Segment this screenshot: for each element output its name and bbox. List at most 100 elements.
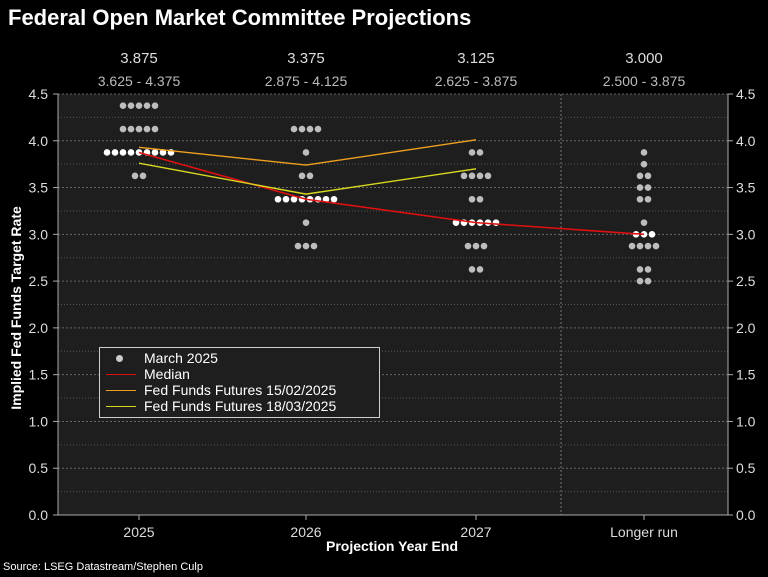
projection-dot bbox=[314, 125, 322, 133]
projection-dot bbox=[127, 125, 135, 133]
y-tick-label-right: 4.0 bbox=[736, 133, 756, 149]
projection-dot bbox=[636, 266, 644, 273]
x-axis-label: Projection Year End bbox=[325, 538, 458, 554]
y-tick-label-right: 3.0 bbox=[736, 226, 756, 242]
legend: March 2025 Median Fed Funds Futures 15/0… bbox=[99, 347, 380, 418]
projection-dot bbox=[131, 172, 139, 180]
projection-dot bbox=[298, 125, 306, 133]
projection-dot bbox=[640, 219, 648, 226]
projection-dot bbox=[644, 266, 652, 273]
projection-dot bbox=[472, 242, 480, 250]
projection-dot bbox=[290, 125, 298, 133]
x-tick-label: 2027 bbox=[460, 524, 491, 540]
projection-dot bbox=[135, 125, 143, 133]
projection-dot bbox=[636, 242, 644, 250]
y-tick-label-left: 0.5 bbox=[29, 460, 49, 476]
source-note: Source: LSEG Datastream/Stephen Culp bbox=[3, 561, 203, 573]
y-tick-label-left: 3.0 bbox=[29, 226, 49, 242]
projection-dot bbox=[644, 277, 652, 285]
projection-dot bbox=[119, 125, 127, 133]
projection-dot bbox=[464, 242, 472, 250]
legend-line-icon bbox=[106, 390, 136, 391]
projection-dot bbox=[452, 219, 460, 226]
projection-dot bbox=[648, 231, 656, 238]
x-tick-label: Longer run bbox=[610, 524, 678, 540]
y-tick-label-right: 2.0 bbox=[736, 320, 756, 336]
y-tick-label-left: 2.0 bbox=[29, 320, 49, 336]
projection-dot bbox=[298, 172, 306, 180]
x-tick-label: 2025 bbox=[123, 524, 154, 540]
projection-dot bbox=[103, 149, 111, 156]
projection-dot bbox=[111, 149, 119, 156]
projection-dot bbox=[640, 149, 648, 156]
y-tick-label-right: 1.0 bbox=[736, 413, 756, 429]
projection-dot bbox=[652, 242, 660, 250]
projection-dot bbox=[476, 266, 484, 273]
series-line-median bbox=[138, 151, 645, 236]
chart-title: Federal Open Market Committee Projection… bbox=[8, 5, 472, 30]
projection-dot bbox=[476, 172, 484, 180]
projection-dot bbox=[127, 102, 135, 109]
projection-dot bbox=[302, 219, 310, 226]
projection-dot bbox=[468, 266, 476, 273]
legend-item-futures-feb: Fed Funds Futures 15/02/2025 bbox=[100, 382, 379, 399]
projection-dot bbox=[330, 195, 338, 203]
y-tick-label-right: 1.5 bbox=[736, 367, 756, 383]
projection-dot bbox=[476, 149, 484, 156]
projection-dot bbox=[119, 149, 127, 156]
projection-dot bbox=[644, 172, 652, 180]
projection-dot bbox=[159, 149, 167, 156]
legend-label: Fed Funds Futures 18/03/2025 bbox=[144, 398, 337, 414]
median-value-label: 3.000 bbox=[625, 50, 663, 67]
projection-dot bbox=[484, 172, 492, 180]
projection-dot bbox=[151, 149, 159, 156]
projection-dot bbox=[468, 149, 476, 156]
series-line-futures-mar bbox=[138, 162, 477, 195]
projection-dot bbox=[119, 102, 127, 109]
projection-dot bbox=[151, 102, 159, 109]
projection-dot bbox=[644, 242, 652, 250]
y-tick-label-right: 0.5 bbox=[736, 460, 756, 476]
legend-label: March 2025 bbox=[144, 350, 218, 366]
projection-dot bbox=[640, 160, 648, 168]
legend-line-icon bbox=[106, 406, 136, 407]
median-value-label: 3.375 bbox=[287, 50, 325, 67]
projection-dot bbox=[282, 195, 290, 203]
y-tick-label-left: 2.5 bbox=[29, 273, 49, 289]
range-value-label: 2.625 - 3.875 bbox=[435, 73, 518, 89]
projection-dot bbox=[322, 195, 330, 203]
y-tick-label-right: 4.5 bbox=[736, 86, 756, 102]
y-tick-label-right: 0.0 bbox=[736, 507, 756, 523]
y-tick-label-left: 4.5 bbox=[29, 86, 49, 102]
projection-dot bbox=[151, 125, 159, 133]
projection-dot bbox=[135, 102, 143, 109]
projection-dot bbox=[302, 149, 310, 156]
median-value-label: 3.875 bbox=[120, 50, 158, 67]
legend-label: Fed Funds Futures 15/02/2025 bbox=[144, 382, 337, 398]
y-axis-label: Implied Fed Funds Target Rate bbox=[8, 206, 24, 410]
range-value-label: 2.875 - 4.125 bbox=[265, 73, 348, 89]
projection-dot bbox=[644, 184, 652, 191]
projection-dot bbox=[476, 195, 484, 203]
projection-dot bbox=[636, 172, 644, 180]
projection-dot bbox=[127, 149, 135, 156]
y-tick-label-right: 3.5 bbox=[736, 180, 756, 196]
projection-dot bbox=[294, 242, 302, 250]
projection-dot bbox=[644, 195, 652, 203]
projection-dot bbox=[636, 184, 644, 191]
projection-dot bbox=[468, 195, 476, 203]
y-tick-label-left: 1.5 bbox=[29, 367, 49, 383]
projection-dot bbox=[306, 125, 314, 133]
projection-dot bbox=[143, 102, 151, 109]
y-tick-label-left: 3.5 bbox=[29, 180, 49, 196]
y-tick-label-left: 4.0 bbox=[29, 133, 49, 149]
legend-item-futures-mar: Fed Funds Futures 18/03/2025 bbox=[100, 398, 379, 415]
projection-dot bbox=[480, 242, 488, 250]
projection-dot bbox=[290, 195, 298, 203]
legend-item-median: Median bbox=[100, 366, 379, 383]
legend-label: Median bbox=[144, 366, 190, 382]
projection-dot bbox=[306, 172, 314, 180]
series-line-futures-feb bbox=[138, 139, 477, 166]
